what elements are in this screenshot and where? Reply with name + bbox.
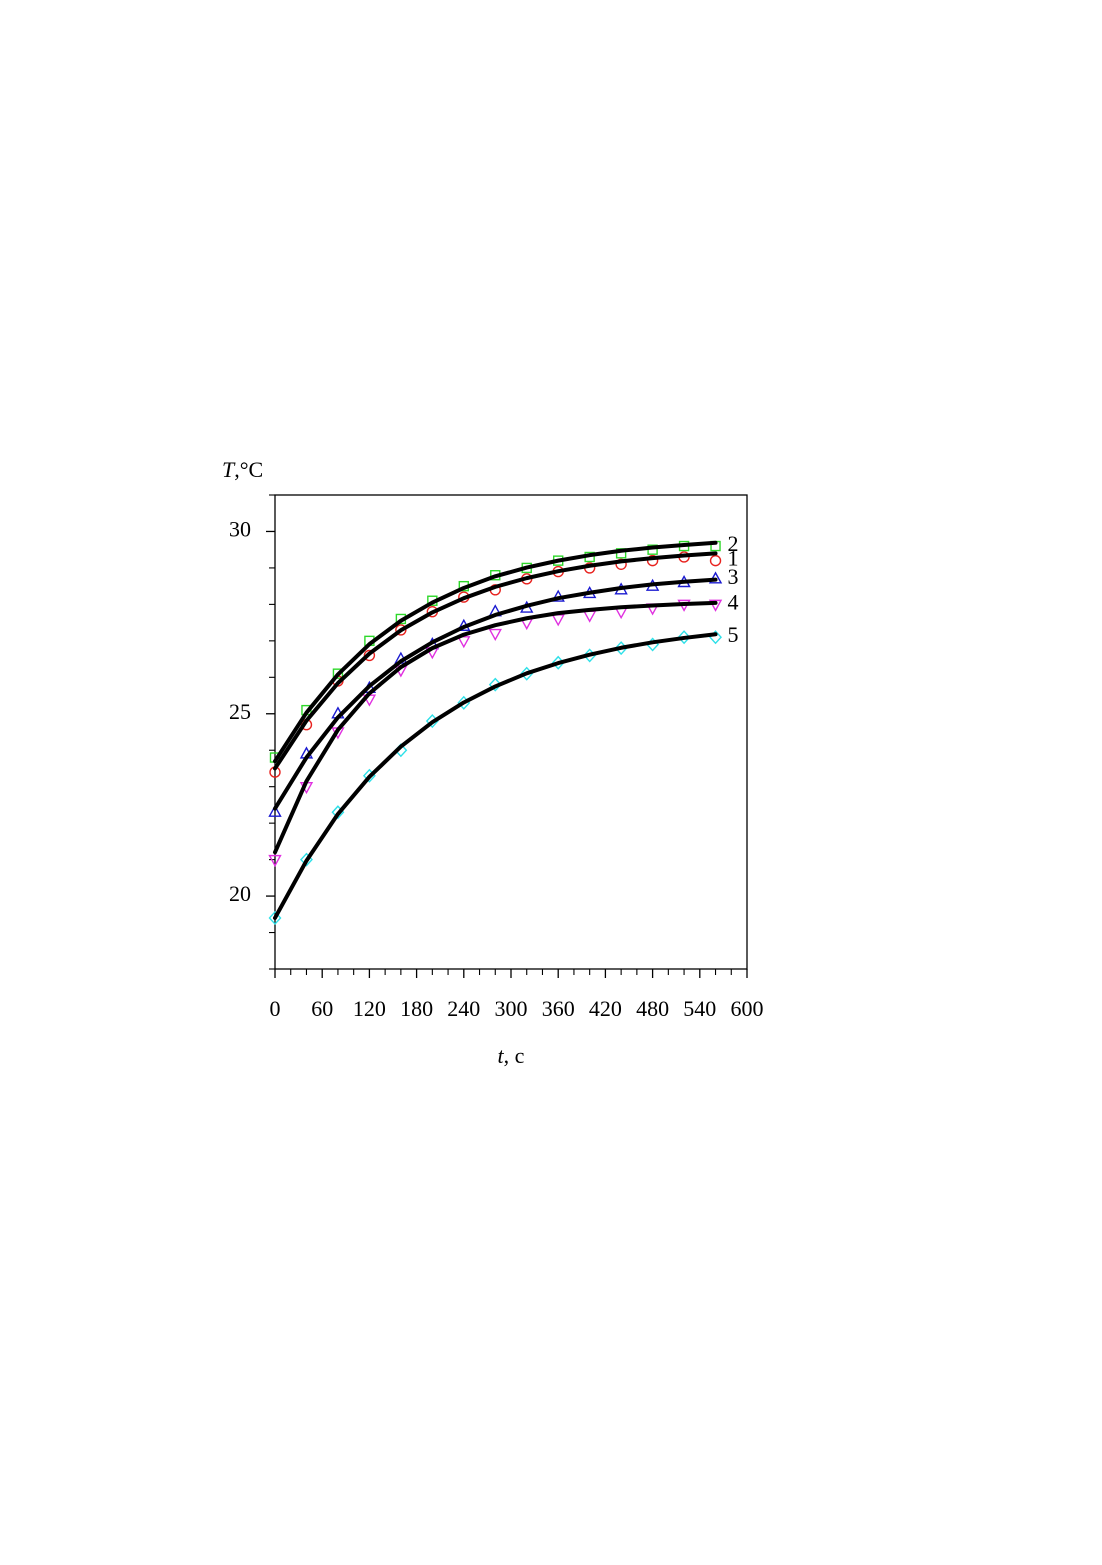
- x-tick-label: 420: [589, 996, 622, 1021]
- curve-label: 4: [728, 589, 739, 614]
- x-axis-label: t, c: [498, 1043, 525, 1068]
- data-point: [395, 624, 407, 636]
- y-tick-label: 25: [229, 699, 251, 724]
- data-point: [615, 558, 627, 570]
- x-tick-label: 480: [636, 996, 669, 1021]
- data-point: [268, 910, 282, 925]
- fit-line: [273, 600, 718, 855]
- curve-label: 1: [728, 546, 739, 571]
- data-point: [268, 854, 282, 868]
- x-tick-label: 180: [400, 996, 433, 1021]
- x-tick-label: 0: [270, 996, 281, 1021]
- data-point: [488, 677, 502, 692]
- y-tick-label: 20: [229, 881, 251, 906]
- data-point: [709, 554, 722, 567]
- x-tick-label: 360: [542, 996, 575, 1021]
- data-point: [646, 554, 659, 567]
- fit-line: [273, 577, 718, 811]
- curve-label: 2: [728, 531, 739, 556]
- y-tick-label: 30: [229, 517, 251, 542]
- x-tick-label: 300: [495, 996, 528, 1021]
- x-tick-label: 120: [353, 996, 386, 1021]
- data-point: [457, 636, 471, 649]
- curve-label: 3: [728, 564, 739, 589]
- data-point: [488, 628, 502, 642]
- x-tick-label: 240: [447, 996, 480, 1021]
- fit-line: [273, 551, 718, 771]
- data-point: [268, 804, 282, 817]
- fit-line: [273, 540, 718, 764]
- x-tick-label: 540: [683, 996, 716, 1021]
- data-point: [677, 630, 691, 645]
- x-tick-label: 60: [311, 996, 333, 1021]
- data-point: [363, 649, 376, 662]
- data-point: [708, 599, 723, 612]
- fit-line: [273, 632, 718, 920]
- x-tick-label: 600: [731, 996, 764, 1021]
- curve-label: 5: [728, 622, 739, 647]
- data-point: [332, 668, 344, 679]
- y-axis-label: T,°C: [222, 457, 263, 482]
